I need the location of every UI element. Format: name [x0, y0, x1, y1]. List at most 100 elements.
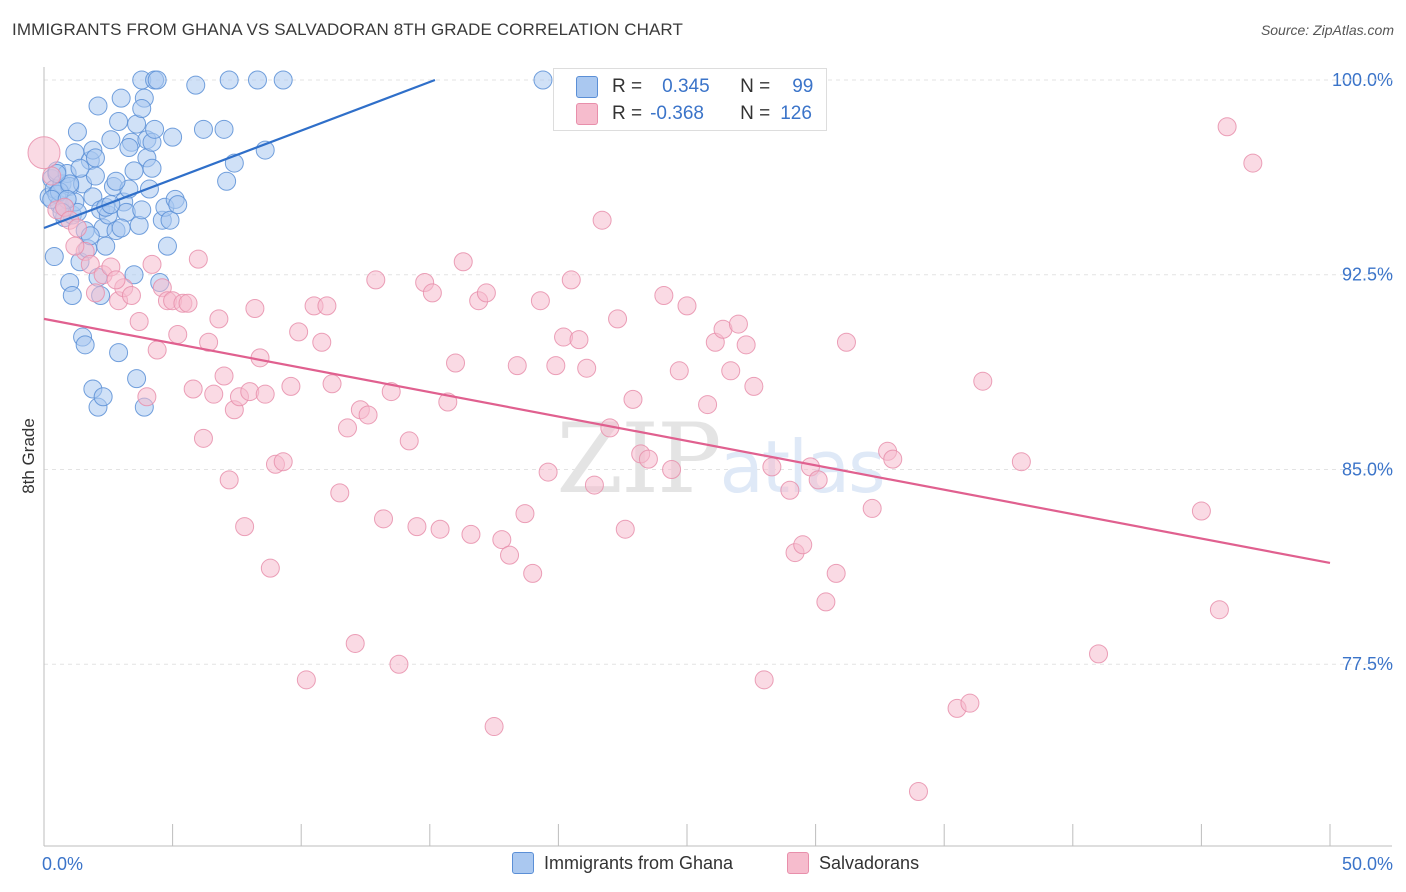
point-ghana: [142, 158, 162, 178]
point-ghana: [101, 130, 121, 150]
stats-swatch-salvadoran: [576, 103, 598, 125]
point-salvadoran: [515, 504, 535, 524]
point-salvadoran: [296, 670, 316, 690]
legend-label-ghana: Immigrants from Ghana: [544, 852, 734, 873]
point-salvadoran: [762, 457, 782, 477]
point-salvadoran: [129, 311, 149, 331]
point-salvadoran: [142, 254, 162, 274]
point-salvadoran: [780, 480, 800, 500]
stats-n-value-ghana: 99: [792, 76, 814, 97]
point-ghana: [160, 210, 180, 230]
stats-n-value-salvadoran: 126: [780, 103, 812, 124]
point-salvadoran: [569, 330, 589, 350]
point-salvadoran: [235, 517, 255, 537]
point-salvadoran: [330, 483, 350, 503]
y-tick-label: 92.5%: [1342, 265, 1393, 285]
point-ghana: [273, 70, 293, 90]
point-salvadoran: [744, 376, 764, 396]
point-ghana: [129, 215, 149, 235]
point-salvadoran: [677, 296, 697, 316]
point-salvadoran: [793, 535, 813, 555]
point-salvadoran: [199, 332, 219, 352]
stats-r-value-salvadoran: -0.368: [650, 103, 704, 124]
stats-swatch-ghana: [576, 76, 598, 98]
point-ghana: [168, 195, 188, 215]
point-salvadoran: [137, 387, 157, 407]
point-salvadoran: [188, 249, 208, 269]
point-salvadoran: [592, 210, 612, 230]
point-salvadoran: [106, 270, 126, 290]
point-ghana: [109, 112, 129, 132]
point-ghana: [85, 148, 105, 168]
point-salvadoran: [255, 384, 275, 404]
point-salvadoran: [337, 418, 357, 438]
stats-row-salvadoran: R = -0.368 N = 126: [576, 102, 812, 126]
point-salvadoran: [1217, 117, 1237, 137]
point-salvadoran: [193, 428, 213, 448]
point-ghana: [533, 70, 553, 90]
point-ghana: [96, 236, 116, 256]
point-ghana: [157, 236, 177, 256]
y-tick-label: 100.0%: [1332, 70, 1393, 90]
point-salvadoran: [219, 470, 239, 490]
point-salvadoran: [80, 254, 100, 274]
y-tick-label: 77.5%: [1342, 654, 1393, 674]
stats-r-value-ghana: 0.345: [662, 76, 710, 97]
point-salvadoran: [204, 384, 224, 404]
point-ghana: [111, 218, 131, 238]
point-salvadoran: [281, 376, 301, 396]
point-ghana: [70, 158, 90, 178]
stats-r-label: R =: [612, 76, 643, 97]
point-salvadoran: [561, 270, 581, 290]
point-salvadoran: [662, 459, 682, 479]
point-salvadoran: [476, 283, 496, 303]
point-ghana: [186, 75, 206, 95]
point-ghana: [127, 369, 147, 389]
point-salvadoran: [178, 293, 198, 313]
point-salvadoran: [826, 563, 846, 583]
point-salvadoran: [209, 309, 229, 329]
point-salvadoran: [523, 563, 543, 583]
correlation-stats-box: R = 0.345 N = 99 R = -0.368 N = 126: [553, 68, 827, 131]
point-salvadoran: [399, 431, 419, 451]
point-ghana: [145, 119, 165, 139]
point-salvadoran: [358, 405, 378, 425]
point-ghana: [132, 99, 152, 119]
point-salvadoran: [736, 335, 756, 355]
point-salvadoran: [546, 356, 566, 376]
stats-row-ghana: R = 0.345 N = 99: [576, 75, 813, 99]
point-salvadoran: [500, 545, 520, 565]
point-ghana: [219, 70, 239, 90]
point-ghana: [163, 127, 183, 147]
point-salvadoran: [862, 498, 882, 518]
point-ghana: [93, 387, 113, 407]
point-ghana: [147, 70, 167, 90]
stats-n-label: N =: [740, 76, 771, 97]
point-salvadoran: [273, 452, 293, 472]
point-salvadoran: [584, 475, 604, 495]
series-ghana: [39, 70, 553, 417]
trendline-ghana: [43, 78, 436, 230]
point-salvadoran: [973, 371, 993, 391]
point-salvadoran: [168, 324, 188, 344]
point-salvadoran: [407, 517, 427, 537]
point-salvadoran: [27, 136, 61, 170]
x-tick-label: 0.0%: [42, 854, 83, 874]
point-salvadoran: [121, 286, 141, 306]
series-salvadoran: [27, 117, 1263, 801]
stats-r-label: R =: [612, 103, 643, 124]
legend-item-ghana[interactable]: Immigrants from Ghana: [512, 852, 733, 874]
point-ghana: [217, 171, 237, 191]
point-salvadoran: [538, 462, 558, 482]
point-salvadoran: [577, 358, 597, 378]
point-salvadoran: [883, 449, 903, 469]
point-salvadoran: [1011, 452, 1031, 472]
point-salvadoran: [1243, 153, 1263, 173]
point-ghana: [132, 200, 152, 220]
legend-item-salvadoran[interactable]: Salvadorans: [787, 852, 919, 874]
point-salvadoran: [422, 283, 442, 303]
point-salvadoran: [42, 166, 62, 186]
point-salvadoran: [317, 296, 337, 316]
point-salvadoran: [638, 449, 658, 469]
point-salvadoran: [446, 353, 466, 373]
